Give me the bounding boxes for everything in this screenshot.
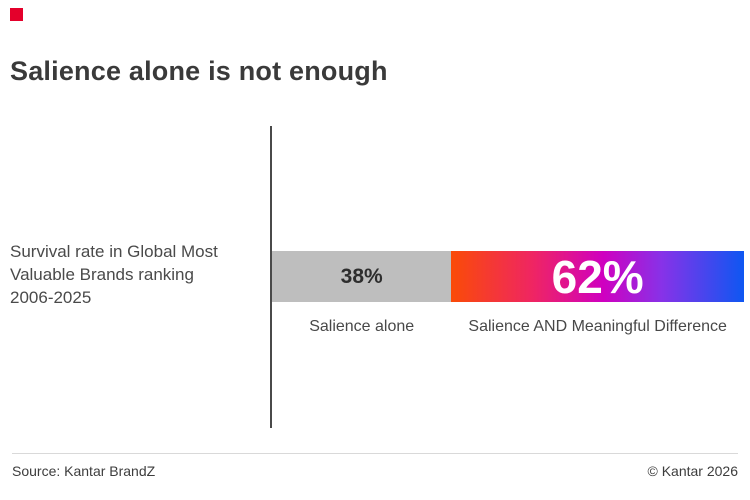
category-label-salience-alone: Salience alone bbox=[309, 318, 415, 335]
bar-description-line-2: Valuable Brands ranking bbox=[10, 265, 194, 284]
value-label-62: 62% bbox=[551, 250, 644, 303]
category-label-salience-and-meaningful-difference: Salience AND Meaningful Difference bbox=[468, 318, 727, 335]
footer-divider-line bbox=[12, 453, 738, 454]
category-labels-row: Salience alone Salience AND Meaningful D… bbox=[272, 318, 744, 336]
footer-copyright-text: © Kantar 2026 bbox=[647, 463, 739, 479]
stacked-bar: 38% 62% bbox=[272, 250, 744, 303]
footer-source-text: Source: Kantar BrandZ bbox=[12, 463, 156, 479]
accent-square bbox=[10, 8, 23, 21]
bar-segment-salience-and-meaningful-difference: 62% bbox=[451, 250, 744, 303]
bar-description-label: Survival rate in Global Most Valuable Br… bbox=[10, 240, 262, 309]
bar-segment-salience-alone: 38% bbox=[272, 251, 452, 302]
page-title: Salience alone is not enough bbox=[10, 56, 388, 86]
vertical-divider-line bbox=[270, 126, 272, 428]
bar-description-line-1: Survival rate in Global Most bbox=[10, 242, 218, 261]
bar-description-line-3: 2006-2025 bbox=[10, 288, 92, 307]
value-label-38: 38% bbox=[340, 264, 383, 288]
